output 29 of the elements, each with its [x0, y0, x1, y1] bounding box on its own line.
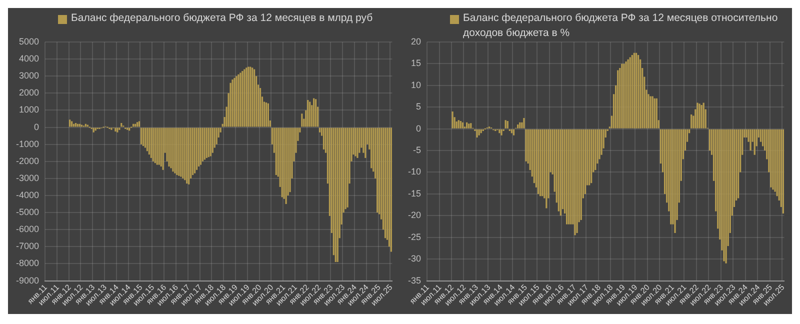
y-tick-label: -5	[412, 145, 422, 156]
y-tick-label: -15	[408, 188, 422, 198]
legend-label: Баланс федерального бюджета РФ за 12 месяцев относительно доходов бюджета в %	[463, 11, 779, 41]
y-tick-label: -3000	[16, 172, 40, 183]
y-tick-label: 5	[416, 102, 422, 112]
y-tick-label: -1000	[16, 138, 40, 149]
y-tick-label: -7000	[16, 241, 40, 252]
y-tick-label: -6000	[16, 224, 40, 234]
y-tick-label: 15	[410, 58, 422, 68]
y-tick-label: 4000	[18, 54, 40, 64]
y-tick-label: 5000	[18, 36, 40, 46]
y-tick-label: 3000	[18, 70, 40, 81]
y-tick-label: -10	[408, 166, 422, 177]
y-tick-label: 0	[34, 122, 40, 132]
y-tick-label: -25	[408, 232, 422, 242]
y-tick-label: -8000	[16, 258, 40, 268]
y-tick-label: 0	[416, 123, 422, 134]
legend-label: Баланс федерального бюджета РФ за 12 месяцев в млрд руб	[71, 11, 373, 26]
y-tick-label: -5000	[16, 207, 40, 218]
y-tick-label: 20	[410, 36, 422, 46]
y-tick-label: 1000	[18, 104, 40, 115]
y-tick-label: -30	[408, 254, 422, 264]
y-tick-label: 10	[410, 80, 422, 90]
y-tick-label: -9000	[16, 275, 40, 286]
y-tick-label: -4000	[16, 190, 40, 200]
y-tick-label: -2000	[16, 156, 40, 166]
y-tick-label: -20	[408, 210, 422, 220]
y-tick-label: -35	[408, 275, 422, 286]
y-tick-label: 2000	[18, 88, 40, 98]
